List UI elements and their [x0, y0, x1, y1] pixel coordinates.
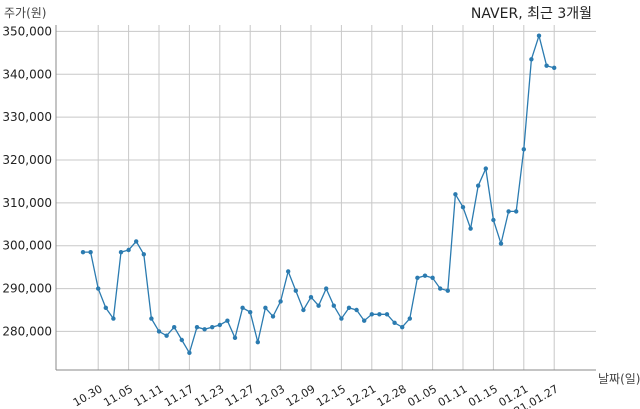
data-point: [210, 324, 215, 330]
data-point: [301, 307, 306, 313]
data-point: [521, 147, 526, 152]
data-point: [552, 65, 557, 71]
data-point: [422, 273, 428, 278]
data-point: [536, 33, 542, 38]
label-layer: 280,000 290,000 300,000 310,000 320,000 330,0…: [2, 24, 560, 409]
chart-title: NAVER, 최근 3개월: [471, 6, 592, 22]
data-point: [445, 288, 450, 293]
data-point: [476, 183, 481, 188]
data-point: [118, 249, 124, 255]
data-point: [384, 312, 390, 317]
data-point: [438, 286, 443, 291]
grid-layer: [56, 25, 596, 370]
series-layer: [80, 33, 557, 356]
x-tick-label: 12.15: [314, 382, 348, 409]
data-point: [88, 249, 93, 255]
data-point: [141, 252, 146, 257]
data-point: [248, 309, 253, 315]
x-axis-title: 날짜(일): [598, 372, 640, 386]
data-point: [491, 217, 496, 223]
x-tick-label: 11.05: [101, 382, 135, 409]
data-point: [354, 307, 359, 313]
data-point: [232, 335, 238, 341]
y-tick-label: 330,000: [2, 110, 52, 124]
data-point: [506, 209, 511, 214]
data-point: [514, 209, 519, 214]
x-tick-label: 12.03: [253, 382, 287, 409]
x-tick-label: 01.05: [405, 382, 439, 409]
data-point: [460, 204, 466, 210]
axis-layer: [55, 25, 596, 371]
data-point: [324, 286, 329, 291]
data-point: [255, 339, 260, 345]
data-point: [111, 316, 116, 321]
data-point: [263, 305, 268, 311]
data-point: [187, 350, 192, 356]
data-point: [415, 275, 420, 281]
x-tick-label: 10.30: [71, 382, 105, 409]
data-point: [240, 305, 245, 311]
data-point: [407, 316, 412, 321]
data-point: [278, 299, 283, 304]
data-point: [225, 318, 230, 323]
data-point: [316, 303, 321, 308]
data-point: [392, 320, 397, 326]
data-point: [430, 275, 435, 281]
data-point: [362, 318, 367, 323]
data-point: [172, 324, 177, 330]
data-point: [179, 337, 184, 343]
y-tick-label: 350,000: [2, 24, 52, 38]
data-point: [286, 269, 291, 274]
data-point: [103, 305, 109, 311]
y-tick-label: 300,000: [2, 239, 52, 253]
data-point: [149, 316, 154, 321]
data-point: [529, 57, 534, 62]
data-point: [339, 316, 344, 321]
data-point: [80, 249, 86, 255]
y-tick-label: 290,000: [2, 282, 52, 296]
x-tick-label: 12.28: [375, 382, 409, 409]
data-point: [369, 312, 374, 317]
x-tick-label: 11.17: [162, 382, 196, 409]
data-point: [202, 327, 207, 332]
data-point: [293, 288, 298, 293]
y-axis-title: 주가(원): [4, 6, 46, 20]
data-point: [377, 312, 382, 317]
data-point: [498, 241, 504, 246]
data-point: [194, 324, 200, 330]
x-tick-label: 12.21: [345, 382, 379, 409]
x-tick-label: 12.09: [284, 382, 318, 409]
data-point: [544, 63, 549, 68]
data-point: [346, 305, 352, 311]
data-point: [134, 239, 139, 244]
y-tick-label: 310,000: [2, 196, 52, 210]
data-point: [164, 333, 169, 338]
data-point: [468, 226, 473, 231]
data-point: [96, 286, 101, 291]
data-point: [400, 324, 405, 330]
x-tick-label: 01.15: [466, 382, 500, 409]
data-point: [217, 322, 222, 328]
data-point: [483, 166, 488, 171]
data-point: [331, 303, 336, 308]
data-point: [270, 314, 276, 319]
y-tick-label: 320,000: [2, 153, 52, 167]
x-tick-label: 11.27: [223, 382, 257, 409]
data-point: [453, 192, 458, 197]
x-tick-label: 11.23: [193, 382, 227, 409]
y-tick-label: 340,000: [2, 67, 52, 81]
data-point: [156, 329, 162, 334]
data-point: [308, 294, 314, 300]
x-tick-label: 11.11: [132, 382, 166, 409]
y-tick-label: 280,000: [2, 324, 52, 338]
data-point: [126, 247, 131, 253]
x-tick-label: 01.11: [436, 382, 470, 409]
